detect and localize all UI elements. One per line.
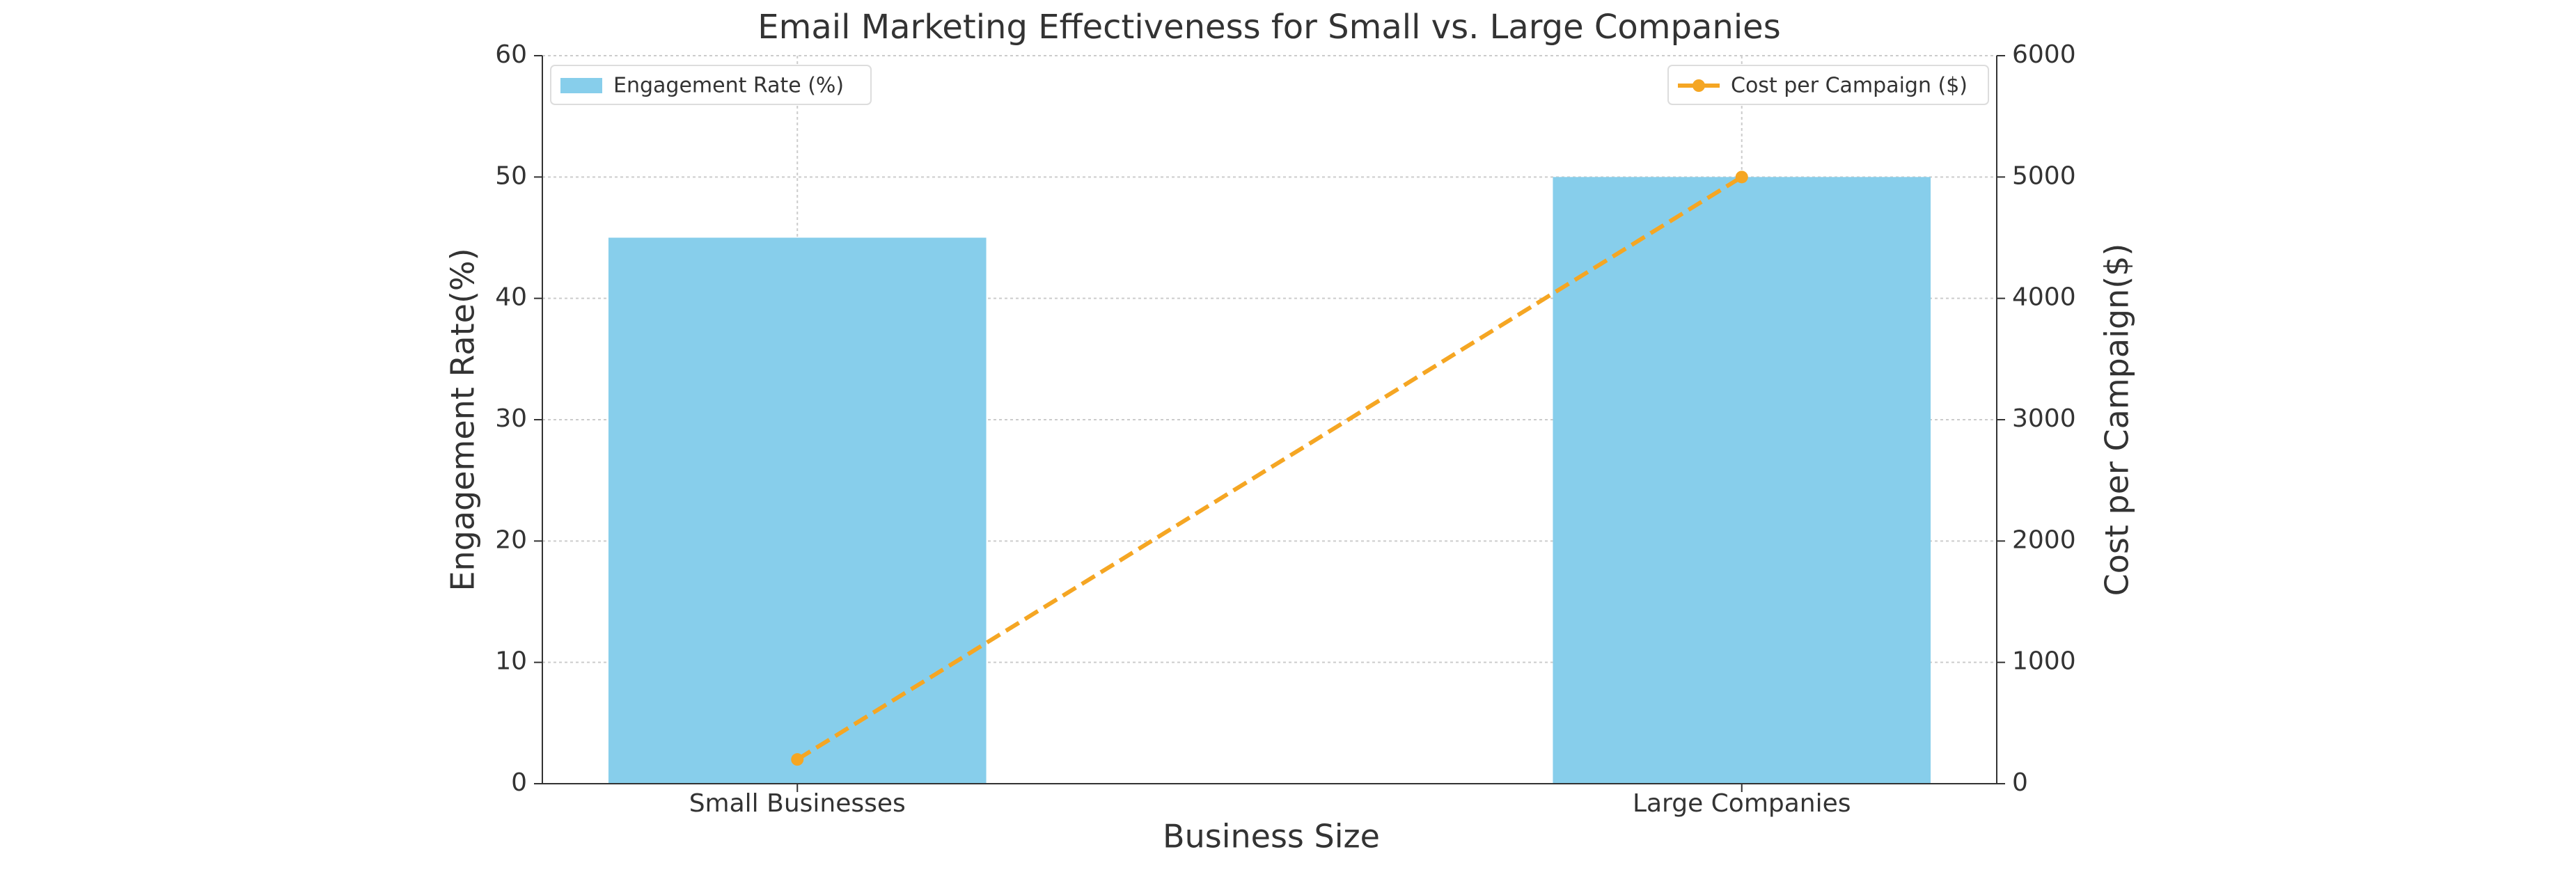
legend-marker [1693,79,1705,92]
y2-tick-label: 2000 [2012,525,2076,554]
y-tick-label: 60 [495,40,527,69]
y2-axis-label: Cost per Campaign($) [2098,244,2136,596]
y2-tick-label: 3000 [2012,404,2076,433]
legend-label: Engagement Rate (%) [613,74,844,98]
legend-swatch [560,78,602,93]
y-tick-label: 30 [495,404,527,433]
line [796,175,1743,761]
y-tick-label: 40 [495,283,527,312]
y-tick-label: 50 [495,161,527,190]
bar [1553,177,1931,784]
bar [608,237,987,784]
y-tick-label: 0 [511,768,527,797]
legend-box [550,65,872,105]
line-marker [791,753,804,766]
y2-tick-label: 4000 [2012,283,2076,312]
y2-tick-label: 0 [2012,768,2028,797]
y2-tick-label: 5000 [2012,161,2076,190]
chart-title: Email Marketing Effectiveness for Small … [757,8,1780,47]
legend-box [1667,65,1989,105]
x-axis-label: Business Size [1163,818,1380,855]
line-marker [1735,171,1748,184]
x-tick-label: Small Businesses [689,789,906,818]
y2-tick-label: 1000 [2012,647,2076,676]
y-tick-label: 10 [495,647,527,676]
y2-tick-label: 6000 [2012,40,2076,69]
x-tick-label: Large Companies [1633,789,1851,818]
y-tick-label: 20 [495,525,527,554]
legend-label: Cost per Campaign ($) [1731,74,1968,98]
y-axis-label: Engagement Rate(%) [444,248,482,591]
